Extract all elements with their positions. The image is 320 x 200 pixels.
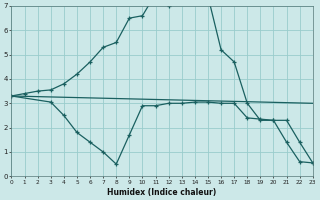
X-axis label: Humidex (Indice chaleur): Humidex (Indice chaleur) xyxy=(108,188,217,197)
